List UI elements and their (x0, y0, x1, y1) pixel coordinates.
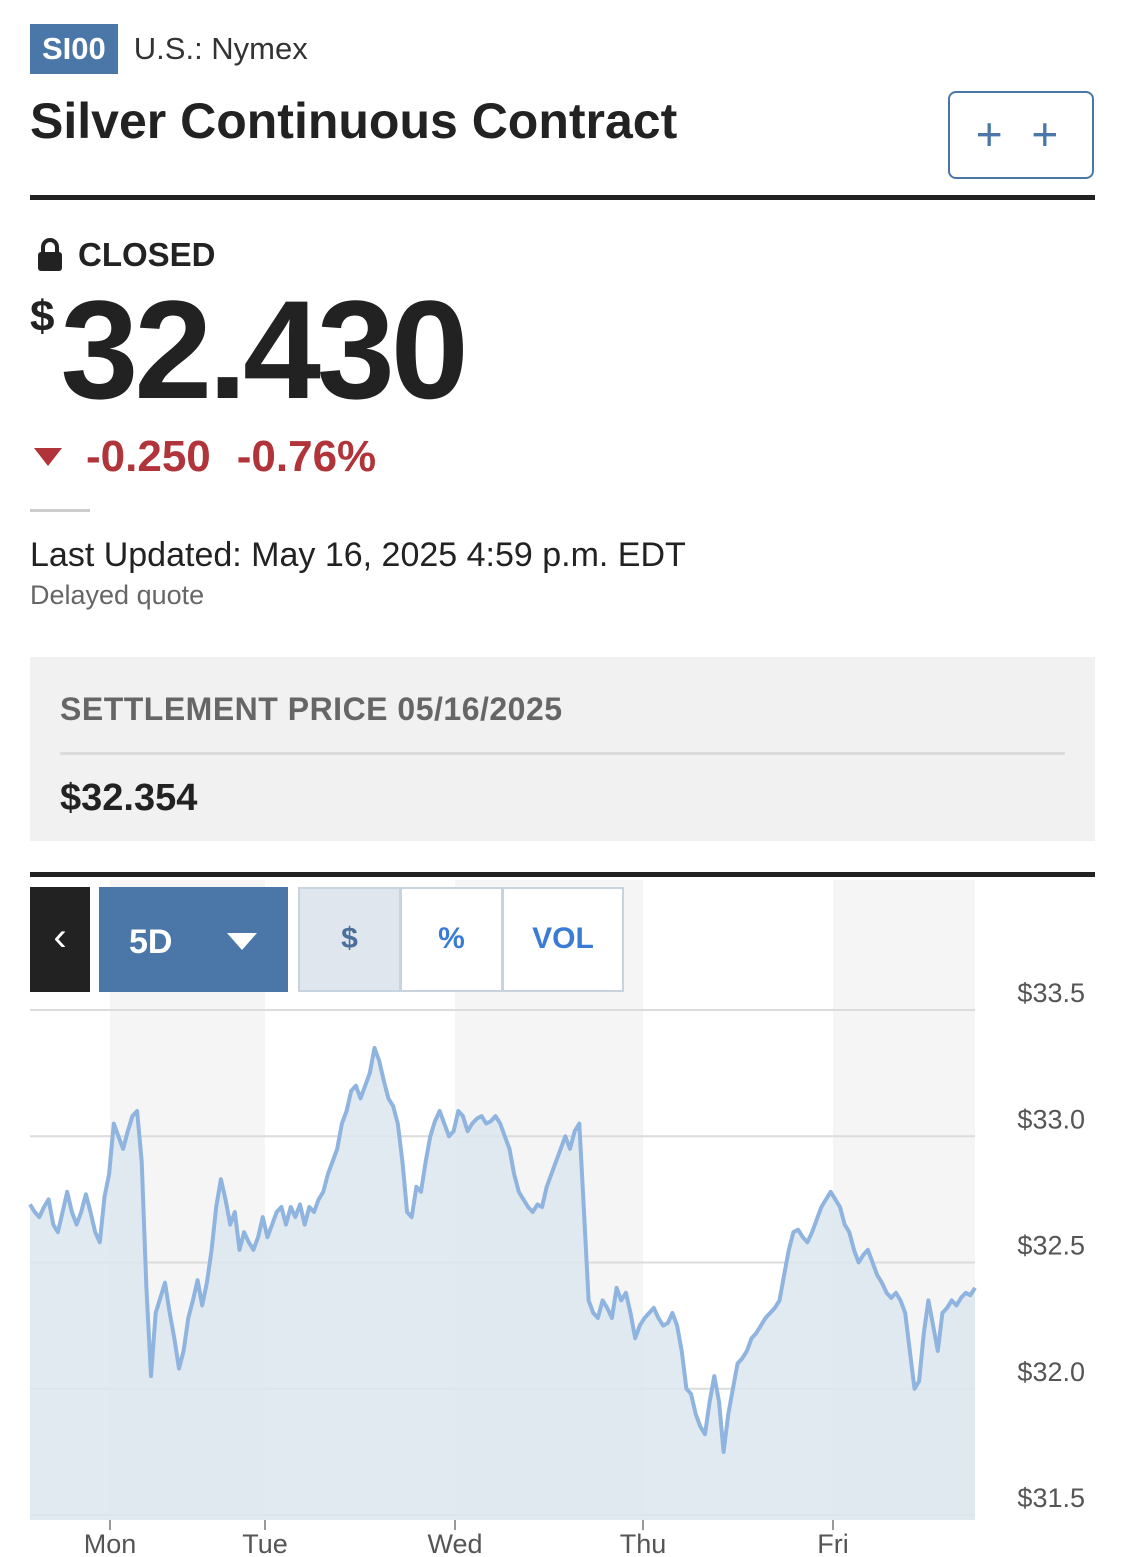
ticker-symbol-badge: SI00 (30, 24, 118, 74)
x-tick-label: Fri (817, 1529, 848, 1557)
chart-divider (30, 872, 1095, 877)
y-tick-label: $31.5 (1017, 1483, 1085, 1513)
x-tick-label: Thu (620, 1529, 667, 1557)
y-tick-label: $33.5 (1017, 978, 1085, 1008)
change-percent: -0.76% (236, 432, 377, 481)
x-tick-label: Tue (242, 1529, 288, 1557)
delayed-quote-note: Delayed quote (30, 580, 205, 610)
add-to-watchlist-button[interactable]: + + (948, 91, 1094, 179)
segment-price[interactable]: $ (298, 887, 401, 992)
settlement-panel: SETTLEMENT PRICE 05/16/2025 $32.354 (30, 657, 1095, 841)
range-label: 5D (129, 923, 173, 961)
lock-icon (38, 238, 62, 271)
y-tick-label: $32.5 (1017, 1231, 1085, 1261)
chevron-left-icon: ‹ (53, 915, 67, 959)
chart-back-button[interactable]: ‹ (30, 887, 90, 992)
segment-volume[interactable]: VOL (502, 887, 624, 992)
chevron-down-icon (227, 933, 257, 950)
exchange-label: U.S.: Nymex (133, 31, 308, 66)
x-tick-label: Mon (84, 1529, 137, 1557)
down-triangle-icon (34, 448, 62, 466)
ticker-header: SI00 U.S.: Nymex (30, 24, 308, 74)
last-price: 32.430 (60, 271, 468, 428)
y-tick-label: $33.0 (1017, 1104, 1085, 1134)
status-label: CLOSED (78, 236, 216, 273)
divider-short (30, 509, 90, 512)
segment-percent[interactable]: % (400, 887, 503, 992)
settlement-label: SETTLEMENT PRICE 05/16/2025 (60, 691, 563, 727)
y-axis-labels: $33.5 $33.0 $32.5 $32.0 $31.5 (1017, 978, 1085, 1513)
y-tick-label: $32.0 (1017, 1357, 1085, 1387)
x-tick-label: Wed (427, 1529, 482, 1557)
price-area-fill (30, 1047, 975, 1520)
change-value: -0.250 (86, 432, 211, 481)
price-display: $ 32.430 (30, 271, 469, 428)
price-change: -0.250 -0.76% (34, 432, 376, 482)
price-line (28, 1045, 977, 1454)
market-status: CLOSED (36, 236, 216, 274)
settlement-value: $32.354 (60, 777, 198, 819)
last-updated: Last Updated: May 16, 2025 4:59 p.m. EDT (30, 536, 686, 574)
currency-symbol: $ (30, 292, 55, 341)
x-axis-labels: Mon Tue Wed Thu Fri (84, 1520, 849, 1557)
range-dropdown[interactable]: 5D (99, 887, 288, 992)
header-divider (30, 195, 1095, 200)
settlement-divider (60, 752, 1065, 755)
page-title: Silver Continuous Contract (30, 93, 678, 149)
